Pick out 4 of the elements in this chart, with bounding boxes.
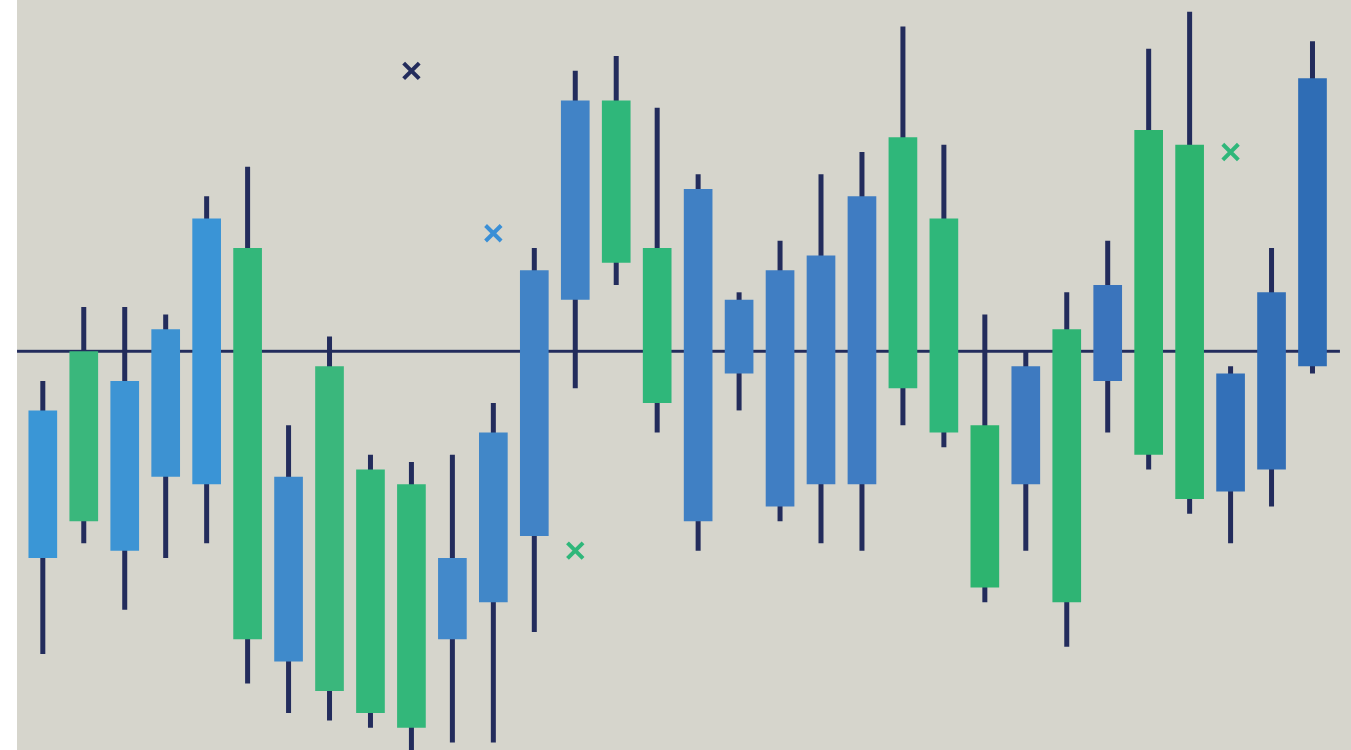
point [565, 540, 586, 561]
point [1220, 142, 1241, 162]
point [483, 223, 504, 244]
point [401, 61, 422, 81]
